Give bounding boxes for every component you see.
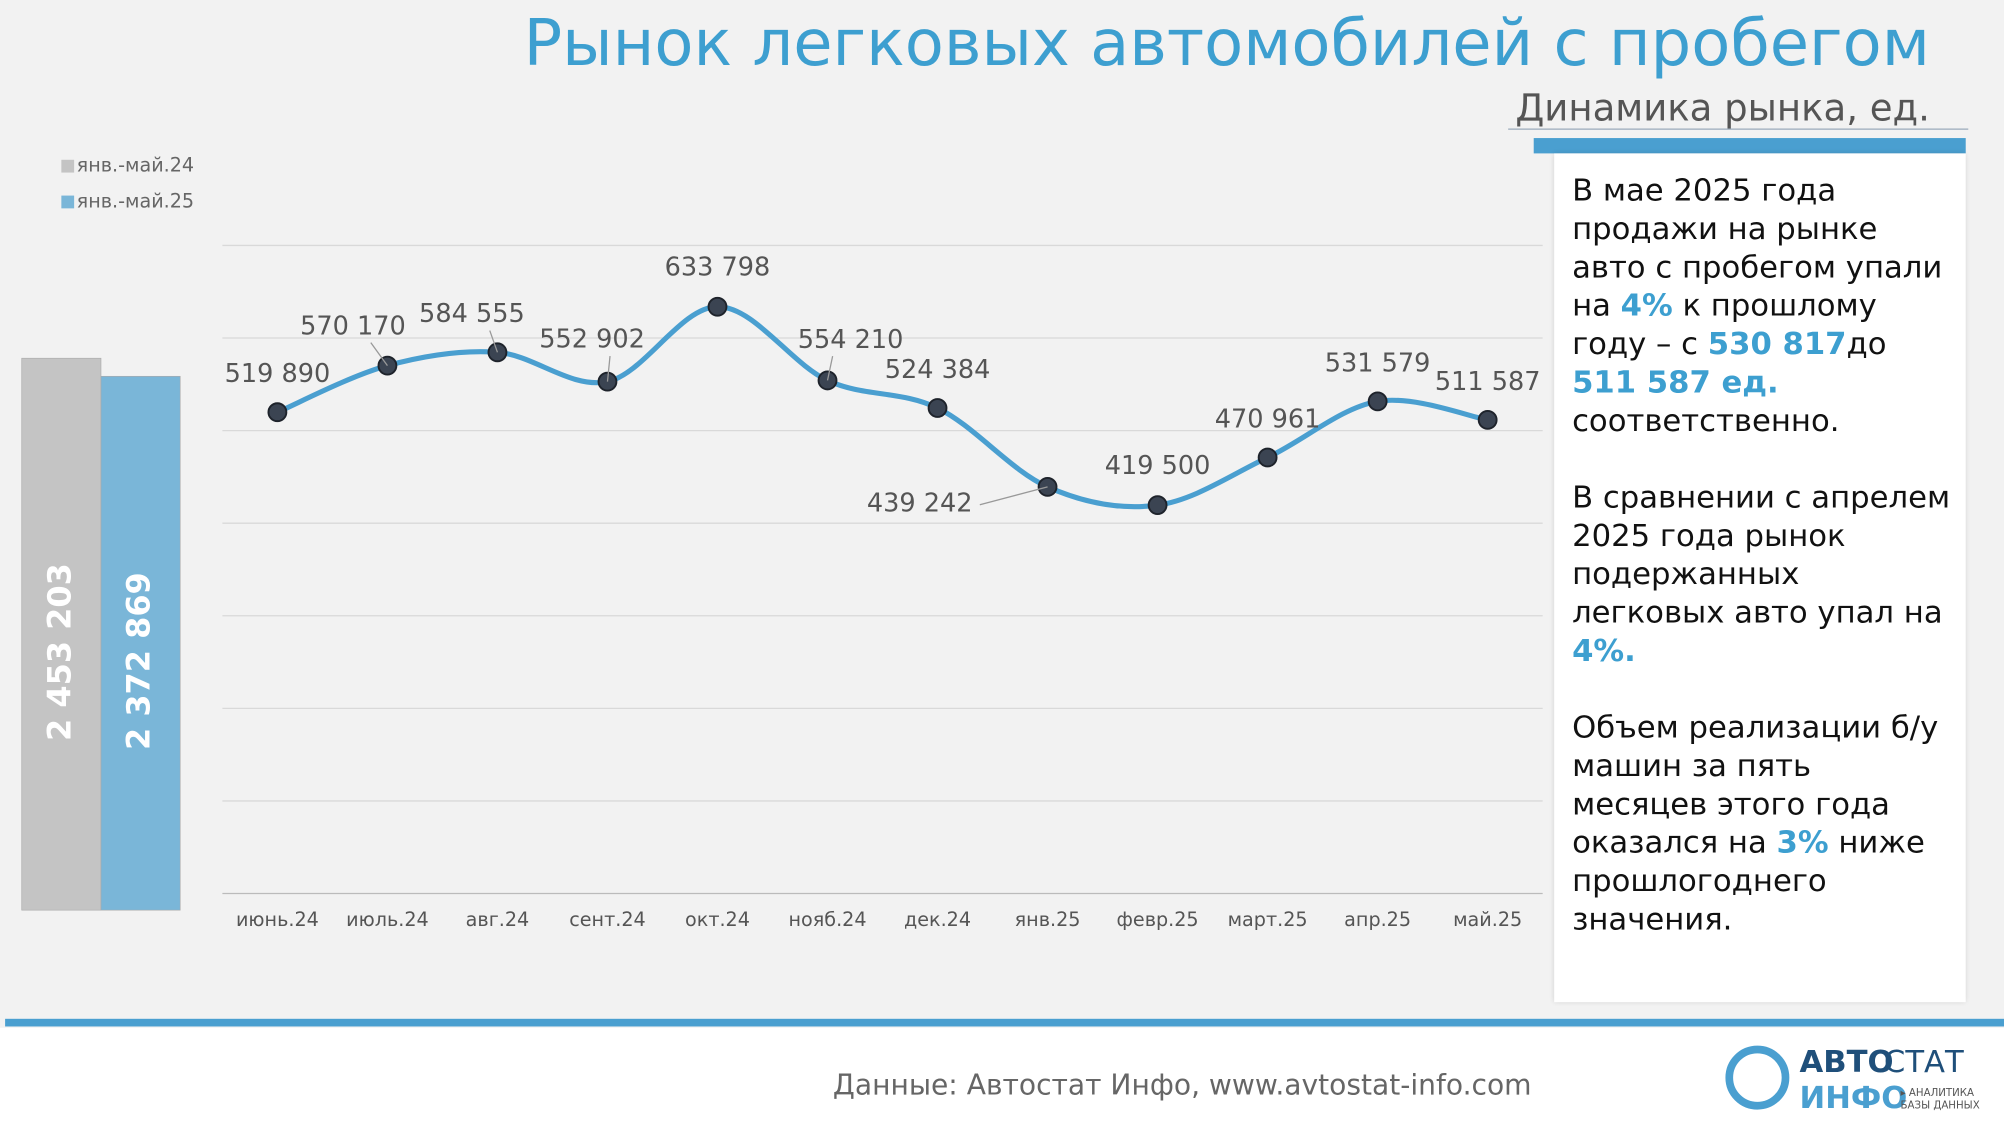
marker xyxy=(267,402,288,423)
logo-text: ИНФО xyxy=(1800,1081,1908,1116)
marker xyxy=(597,371,618,392)
leader-line xyxy=(979,486,1048,506)
marker xyxy=(1367,391,1388,412)
marker xyxy=(707,296,728,317)
subtitle: Динамика рынка, ед. xyxy=(1515,86,1930,129)
text: до xyxy=(1846,325,1887,362)
x-tick-label: июнь.24 xyxy=(236,908,319,931)
data-label: 554 210 xyxy=(798,325,904,355)
data-label: 2 372 869 xyxy=(120,572,158,750)
text-panel: В мае 2025 года продажи на рынке авто с … xyxy=(1554,153,1966,1003)
text: ниже прошлогоднего значения. xyxy=(1572,824,1925,937)
source: Данные: Автостат Инфо, www.avtostat-info… xyxy=(833,1069,1532,1102)
x-tick-label: май.25 xyxy=(1453,908,1522,931)
legend-label: янв.-май.25 xyxy=(77,189,194,212)
highlight: 530 817 xyxy=(1707,325,1847,362)
leader-line xyxy=(606,355,611,382)
data-label: 519 890 xyxy=(225,359,331,389)
data-label: 531 579 xyxy=(1325,348,1431,378)
text: соответственно. xyxy=(1572,402,1840,439)
logo-text: АВТО xyxy=(1800,1045,1894,1080)
highlight: 511 587 ед. xyxy=(1572,364,1779,401)
x-tick-label: март.25 xyxy=(1228,908,1308,931)
logo-icon xyxy=(1725,1045,1790,1110)
x-tick-label: февр.25 xyxy=(1117,908,1199,931)
footer-bg xyxy=(0,1027,2004,1130)
data-label: 552 902 xyxy=(539,325,645,355)
x-tick-label: окт.24 xyxy=(685,908,750,931)
paragraph: Объем реализации б/у машин за пять месяц… xyxy=(1572,708,1953,938)
data-label: 511 587 xyxy=(1435,367,1541,397)
data-label: 419 500 xyxy=(1105,451,1211,481)
data-label: 524 384 xyxy=(885,355,991,385)
data-label: 2 453 203 xyxy=(40,563,78,741)
marker xyxy=(1477,409,1498,430)
x-tick-label: июль.24 xyxy=(346,908,429,931)
legend-swatch xyxy=(61,195,75,209)
bar xyxy=(21,357,102,911)
x-tick-label: авг.24 xyxy=(466,908,530,931)
marker xyxy=(1147,495,1168,516)
highlight: 3% xyxy=(1776,824,1829,861)
marker xyxy=(377,355,398,376)
x-tick-label: нояб.24 xyxy=(788,908,866,931)
legend-swatch xyxy=(61,159,75,173)
highlight: 4%. xyxy=(1572,632,1636,669)
x-tick-label: дек.24 xyxy=(904,908,971,931)
logo-text: ▸ АНАЛИТИКА xyxy=(1901,1088,1975,1099)
bar xyxy=(100,375,181,911)
x-tick-label: янв.25 xyxy=(1015,908,1081,931)
x-tick-label: апр.25 xyxy=(1344,908,1411,931)
legend-label: янв.-май.24 xyxy=(77,154,194,177)
title: Рынок легковых автомобилей с пробегом xyxy=(524,7,1930,81)
footer-rule xyxy=(5,1018,2004,1027)
data-label: 633 798 xyxy=(665,252,771,282)
leader-line xyxy=(826,355,834,381)
text: Объем реализации б/у машин за пять месяц… xyxy=(1572,709,1939,861)
data-label: 570 170 xyxy=(300,311,406,341)
data-label: 584 555 xyxy=(419,299,525,329)
leader-line xyxy=(370,342,388,367)
leader-line xyxy=(489,330,499,353)
text: к прошлому году – с xyxy=(1572,287,1877,362)
data-label: 439 242 xyxy=(867,489,973,519)
panel-top-bar xyxy=(1533,138,1966,154)
paragraph: В мае 2025 года продажи на рынке авто с … xyxy=(1572,171,1953,439)
paragraph: В сравнении с апрелем 2025 года рынок по… xyxy=(1572,478,1953,670)
data-label: 470 961 xyxy=(1215,404,1321,434)
text: В сравнении с апрелем 2025 года рынок по… xyxy=(1572,479,1951,631)
marker xyxy=(487,342,508,363)
marker xyxy=(927,398,948,418)
highlight: 4% xyxy=(1620,287,1673,324)
text: В мае 2025 года продажи на рынке авто с … xyxy=(1572,172,1943,324)
x-tick-label: сент.24 xyxy=(569,908,645,931)
logo-text: БАЗЫ ДАННЫХ xyxy=(1901,1101,1980,1112)
marker xyxy=(1257,447,1278,468)
logo-text: СТАТ xyxy=(1884,1045,1964,1080)
